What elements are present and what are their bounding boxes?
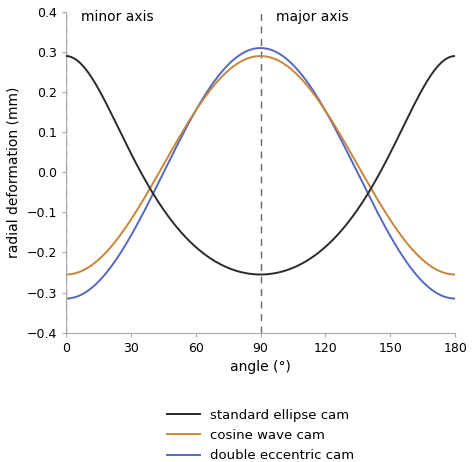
Y-axis label: radial deformation (mm): radial deformation (mm) <box>7 86 21 258</box>
X-axis label: angle (°): angle (°) <box>230 360 291 374</box>
Text: minor axis: minor axis <box>81 10 154 24</box>
Legend: standard ellipse cam, cosine wave cam, double eccentric cam: standard ellipse cam, cosine wave cam, d… <box>162 403 360 462</box>
Text: major axis: major axis <box>276 10 348 24</box>
